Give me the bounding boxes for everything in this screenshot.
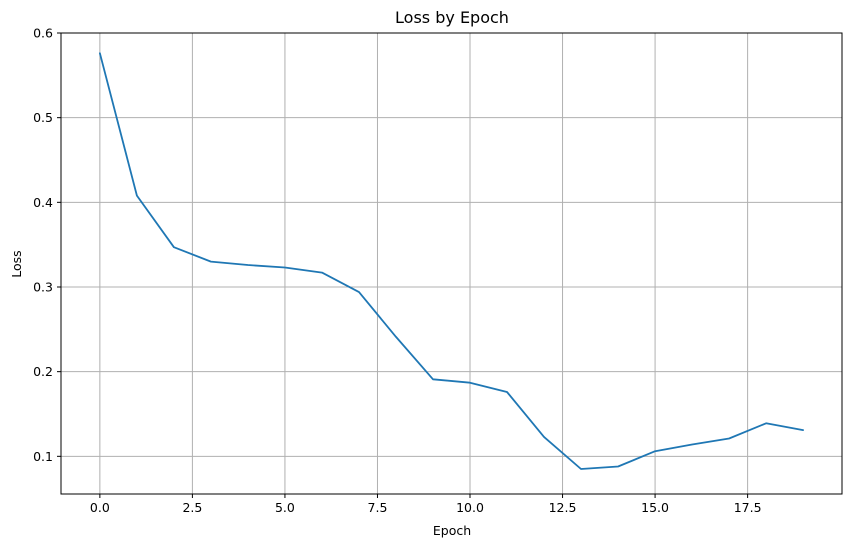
x-tick-label: 0.0	[90, 500, 110, 515]
y-axis-label: Loss	[9, 250, 24, 277]
y-tick-label: 0.6	[33, 26, 53, 41]
chart-title: Loss by Epoch	[395, 8, 509, 27]
axis-ticks: 0.0 2.5 5.0 7.5 10.0 12.5 15.0 17.5 0.1 0.2 0.3 0.4…	[33, 26, 761, 516]
y-tick-label: 0.1	[33, 449, 53, 464]
y-tick-label: 0.2	[33, 364, 53, 379]
loss-series-line	[99, 52, 804, 470]
plot-frame	[60, 32, 843, 495]
x-tick-label: 5.0	[275, 500, 295, 515]
x-axis-label: Epoch	[433, 523, 471, 538]
x-tick-label: 15.0	[641, 500, 669, 515]
y-tick-label: 0.3	[33, 279, 53, 294]
x-tick-label: 17.5	[734, 500, 762, 515]
y-tick-label: 0.5	[33, 110, 53, 125]
x-tick-label: 10.0	[456, 500, 484, 515]
x-tick-label: 7.5	[368, 500, 388, 515]
x-tick-label: 12.5	[549, 500, 577, 515]
x-tick-label: 2.5	[182, 500, 202, 515]
y-tick-label: 0.4	[33, 195, 53, 210]
series-layer	[99, 52, 804, 470]
grid-lines	[61, 32, 842, 494]
